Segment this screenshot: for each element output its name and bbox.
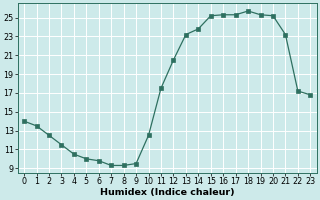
X-axis label: Humidex (Indice chaleur): Humidex (Indice chaleur) — [100, 188, 235, 197]
